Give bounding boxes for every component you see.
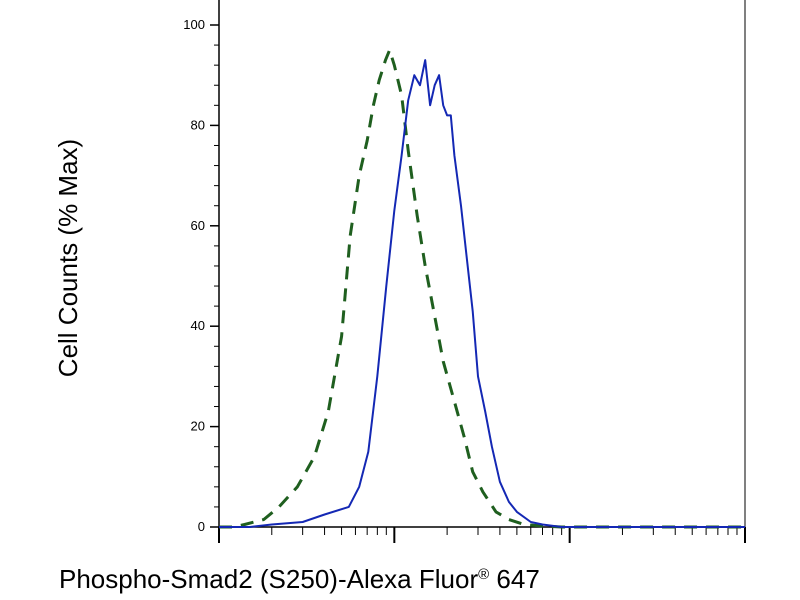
x-axis-title-mark: ® [478,566,489,583]
y-tick-label: 100 [183,17,205,32]
sample-histogram-line [219,59,745,528]
y-axis-title: Cell Counts (% Max) [53,139,83,377]
control-histogram-line [219,48,745,529]
y-tick-label: 0 [198,519,205,534]
y-ticks: 0 20 40 60 80 100 [183,17,219,534]
y-tick-label: 80 [191,117,205,132]
x-axis-title: Phospho-Smad2 (S250)-Alexa Fluor® 647 [59,564,540,594]
axes [218,0,746,528]
y-tick-label: 40 [191,318,205,333]
y-tick-label: 20 [191,419,205,434]
x-axis-title-suffix: 647 [489,564,540,594]
x-axis-title-main: Phospho-Smad2 (S250)-Alexa Fluor [59,564,478,594]
y-tick-label: 60 [191,218,205,233]
x-ticks [218,527,746,543]
series-layer [219,48,745,529]
